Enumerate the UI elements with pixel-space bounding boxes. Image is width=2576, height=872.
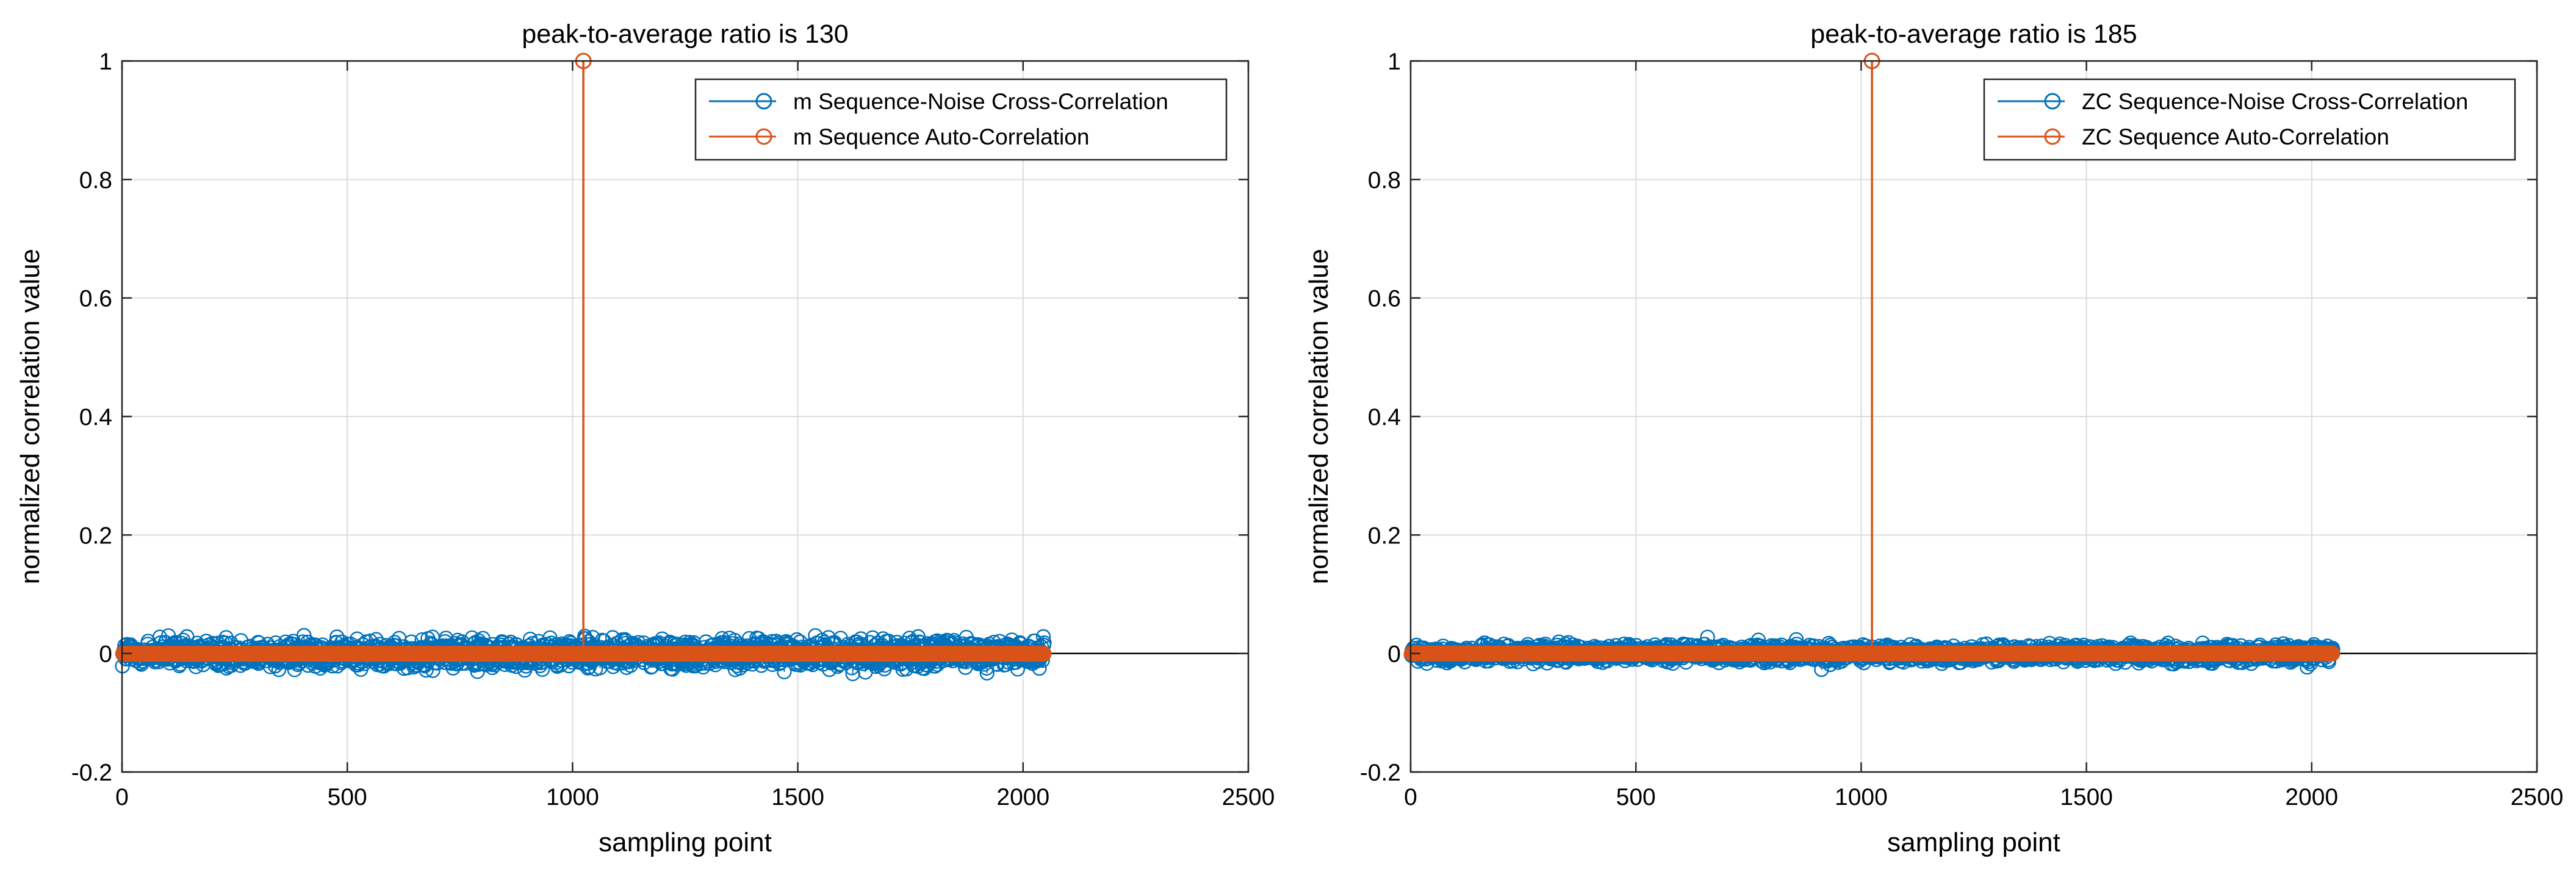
- y-tick-label: -0.2: [71, 760, 112, 786]
- y-tick-label: 0.8: [1368, 167, 1401, 193]
- y-axis-label: normalized correlation value: [15, 249, 45, 584]
- legend: m Sequence-Noise Cross-Correlation m Seq…: [694, 78, 1228, 161]
- legend: ZC Sequence-Noise Cross-Correlation ZC S…: [1983, 78, 2516, 161]
- legend-entry-auto-correlation: ZC Sequence Auto-Correlation: [1998, 124, 2389, 149]
- legend-box: [694, 78, 1228, 161]
- legend-marker: [755, 93, 772, 110]
- legend-marker: [755, 128, 772, 145]
- axes-box: [121, 60, 1250, 773]
- x-axis-label: sampling point: [599, 827, 772, 857]
- x-tick-label: 2000: [996, 784, 1049, 810]
- x-tick-label: 500: [1616, 784, 1656, 810]
- y-tick-label: 0: [99, 641, 112, 668]
- auto-correlation-markers-band: [115, 646, 1052, 662]
- legend-marker: [2044, 93, 2061, 110]
- x-axis-label: sampling point: [1887, 827, 2060, 857]
- x-tick-label: 1500: [771, 784, 824, 810]
- x-tick-label: 0: [115, 784, 129, 810]
- tick-labels: 0 500 1000 1500 2000 2500-0.200.20.40.60.81: [71, 49, 1275, 810]
- y-tick-label: 1: [99, 49, 112, 75]
- data-marks: [1403, 52, 2340, 677]
- y-axis-label: normalized correlation value: [1304, 249, 1334, 584]
- y-tick-label: 0.4: [79, 404, 112, 431]
- series-auto-correlation: [1403, 52, 2340, 662]
- legend-box: [1983, 78, 2516, 161]
- y-tick-label: -0.2: [1360, 760, 1401, 786]
- x-tick-label: 2000: [2285, 784, 2338, 810]
- legend-label: m Sequence Auto-Correlation: [793, 124, 1089, 149]
- x-tick-label: 2500: [2511, 784, 2564, 810]
- y-tick-label: 1: [1387, 49, 1401, 75]
- x-tick-label: 1000: [546, 784, 599, 810]
- y-tick-label: 0.4: [1368, 404, 1401, 431]
- legend-entry-cross-correlation: ZC Sequence-Noise Cross-Correlation: [1998, 89, 2468, 114]
- x-tick-label: 1500: [2060, 784, 2113, 810]
- legend-entry-auto-correlation: m Sequence Auto-Correlation: [709, 124, 1089, 149]
- legend-entry-cross-correlation: m Sequence-Noise Cross-Correlation: [709, 89, 1168, 114]
- y-tick-label: 0.6: [79, 286, 112, 312]
- data-marks: [115, 52, 1052, 682]
- axes-box: [1409, 60, 2538, 773]
- chart-title: peak-to-average ratio is 130: [522, 20, 848, 49]
- y-tick-label: 0: [1387, 641, 1401, 668]
- legend-label: ZC Sequence Auto-Correlation: [2082, 124, 2389, 149]
- chart-title: peak-to-average ratio is 185: [1810, 20, 2137, 49]
- legend-label: m Sequence-Noise Cross-Correlation: [793, 89, 1168, 114]
- x-tick-label: 500: [328, 784, 367, 810]
- chart-panel-left: 0 500 1000 1500 2000 2500-0.200.20.40.60.81 p…: [15, 20, 1275, 857]
- y-tick-label: 0.8: [79, 167, 112, 193]
- y-tick-label: 0.6: [1368, 286, 1401, 312]
- legend-marker: [2044, 128, 2061, 145]
- y-tick-label: 0.2: [79, 523, 112, 549]
- x-tick-label: 1000: [1835, 784, 1888, 810]
- x-tick-label: 2500: [1222, 784, 1275, 810]
- legend-label: ZC Sequence-Noise Cross-Correlation: [2082, 89, 2468, 114]
- chart-panel-right: 0 500 1000 1500 2000 2500-0.200.20.40.60.81 p…: [1304, 20, 2563, 857]
- tick-labels: 0 500 1000 1500 2000 2500-0.200.20.40.60.81: [1360, 49, 2564, 810]
- y-tick-label: 0.2: [1368, 523, 1401, 549]
- x-tick-label: 0: [1404, 784, 1417, 810]
